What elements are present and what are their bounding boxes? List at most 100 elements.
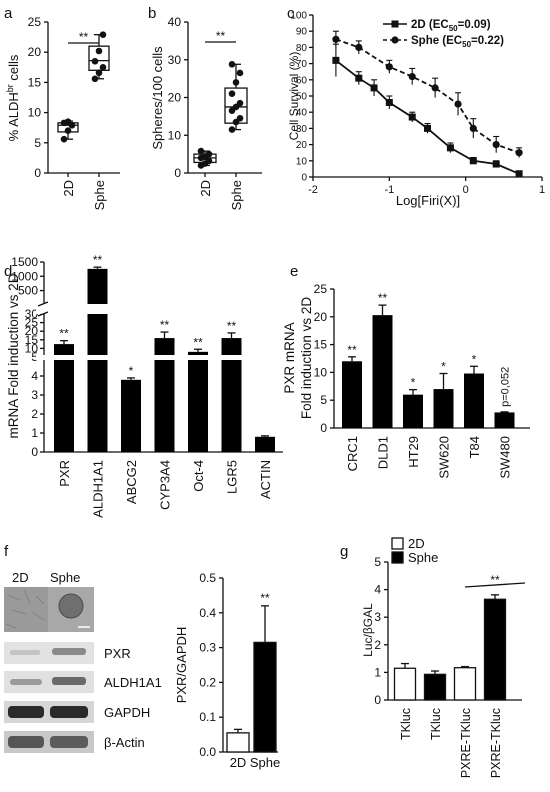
a-y-axis-label-part: % ALDH	[6, 92, 21, 141]
g-bar	[393, 667, 417, 701]
c-y-tick-label: 60	[296, 75, 308, 86]
band-pxr-sphe	[52, 648, 86, 655]
b-point	[205, 150, 213, 158]
c-point	[469, 124, 477, 132]
g-bar	[453, 667, 477, 701]
c-y-tick-label: 80	[296, 43, 308, 54]
d-break-mark	[37, 301, 49, 307]
c-x-tick-label: 1	[539, 184, 545, 196]
d-y-tick-label: 10	[25, 341, 39, 355]
d-bar	[188, 351, 208, 452]
g-y-tick-label: 5	[374, 555, 381, 569]
c-y-tick-label: 30	[296, 124, 308, 135]
d-x-tick-label: Oct-4	[191, 460, 206, 492]
d-y-tick-label: 5	[31, 350, 38, 364]
d-bar-label: **	[59, 327, 69, 341]
c-series-line-1	[335, 59, 520, 175]
d-y-tick-label: 4	[31, 369, 38, 383]
f-y-axis-label: PXR/GAPDH	[174, 627, 189, 704]
e-x-tick-label: T84	[467, 436, 482, 458]
a-y-tick-label: 15	[28, 75, 42, 89]
b-point	[236, 114, 244, 122]
d-y-tick-label: 0	[31, 445, 38, 459]
e-y-tick-label: 20	[314, 310, 328, 324]
c-legend-marker	[391, 20, 399, 28]
b-point	[236, 69, 244, 77]
d-bar	[54, 344, 74, 452]
d-y-tick-label: 15	[25, 333, 39, 347]
blot-strip-pxr	[4, 642, 94, 664]
d-y-axis-label: mRNA Fold induction vs 2D	[6, 273, 21, 438]
b-y-axis-label: Spheres/100 cells	[150, 46, 165, 150]
b-y-tick-label: 30	[168, 53, 182, 67]
d-y-tick-label: 2	[31, 407, 38, 421]
c-x-tick-label: -2	[308, 184, 318, 196]
g-bar	[423, 673, 447, 701]
band-aldh1a1-2d	[10, 679, 42, 685]
e-bar	[464, 373, 484, 428]
c-point	[469, 157, 477, 165]
d-y-tick-label: 1000	[11, 269, 38, 283]
c-legend-label-part: 2D (EC	[411, 19, 449, 31]
a-point	[95, 69, 103, 77]
e-y-axis-label-2: Fold induction vs 2D	[299, 297, 314, 420]
c-point	[515, 149, 523, 157]
c-x-axis-label: Log[Firi(X)]	[396, 193, 460, 208]
c-point	[355, 43, 363, 52]
c-point	[424, 124, 431, 132]
b-x-tick-label: Sphe	[229, 180, 244, 210]
e-x-tick-label: CRC1	[345, 436, 360, 471]
d-bar-label: **	[193, 335, 203, 349]
c-y-tick-label: 50	[296, 92, 308, 103]
a-y-tick-label: 0	[34, 166, 41, 180]
band-actin-sphe	[50, 736, 88, 748]
g-legend-label: Sphe	[408, 550, 438, 565]
panel-label-d: d	[4, 263, 12, 280]
g-y-tick-label: 3	[374, 610, 381, 624]
d-axis-break	[36, 304, 281, 314]
g-significance-line	[464, 582, 526, 588]
a-y-tick-label: 25	[28, 15, 42, 29]
f-bar	[226, 732, 250, 753]
d-bar	[121, 379, 141, 452]
e-bar-label: *	[472, 352, 477, 366]
d-bar	[87, 268, 108, 452]
d-bar-label: **	[227, 319, 237, 333]
b-x-tick-label: 2D	[198, 180, 213, 197]
d-bar	[255, 436, 275, 452]
chart-c: 0 10 20 30 40 50 60 70 80 90 100 -2 -1 0 1 Cell Surviva…	[287, 11, 545, 209]
western-blot: 2D Sphe PXR ALDH1A1 GAPDH β-Actin	[4, 570, 162, 753]
g-legend-swatch	[391, 537, 404, 550]
b-point	[236, 99, 244, 107]
a-x-tick-label: 2D	[61, 180, 76, 197]
d-x-tick-label: CYP3A4	[158, 460, 173, 510]
e-bar	[342, 361, 362, 428]
c-x-tick-label: -1	[384, 184, 394, 196]
e-x-tick-label: SW480	[498, 436, 513, 479]
d-y-tick-label: 1	[31, 426, 38, 440]
c-point	[408, 113, 416, 121]
c-series-line-2	[335, 38, 520, 154]
g-bar	[483, 598, 507, 701]
a-y-tick-label: 20	[28, 45, 42, 59]
micrograph-texture	[5, 589, 45, 629]
g-significance: **	[490, 573, 500, 587]
band-pxr-2d	[10, 650, 40, 655]
d-y-tick-label: 3	[31, 388, 38, 402]
b-point	[228, 126, 236, 133]
e-y-tick-label: 0	[320, 421, 327, 435]
c-point	[385, 98, 393, 106]
c-y-tick-label: 20	[296, 140, 308, 151]
e-x-tick-label: HT29	[406, 436, 421, 468]
g-legend-label: 2D	[408, 536, 425, 551]
f-y-tick-label: 0.5	[199, 571, 216, 585]
c-x-tick-label: 0	[463, 184, 469, 196]
a-point	[95, 47, 103, 55]
c-point	[492, 160, 500, 168]
e-y-tick-label: 25	[314, 282, 328, 296]
c-legend-marker	[391, 36, 399, 44]
a-point	[99, 31, 107, 38]
blot-header-2d: 2D	[12, 570, 29, 585]
